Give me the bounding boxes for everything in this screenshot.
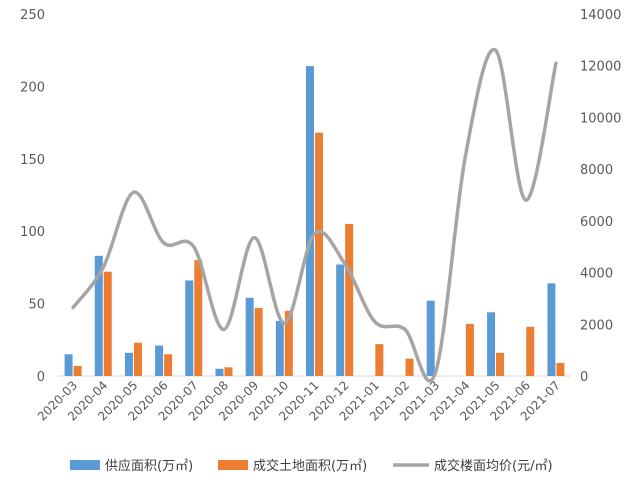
right-tick-label: 10000: [580, 111, 621, 126]
line-avg-price: [71, 47, 558, 383]
left-tick-label: 150: [20, 153, 45, 168]
bar-supply: [547, 283, 556, 376]
bar-transaction: [73, 365, 82, 376]
left-tick-label: 100: [20, 225, 45, 240]
right-tick-label: 6000: [580, 215, 613, 230]
bar-transaction: [224, 367, 233, 376]
bar-transaction: [405, 358, 414, 376]
bar-transaction: [284, 310, 293, 376]
bar-supply: [94, 255, 103, 376]
bar-supply: [306, 66, 314, 377]
right-tick-label: 12000: [580, 60, 621, 75]
bars: [64, 66, 565, 377]
left-tick-label: 200: [20, 80, 45, 95]
bar-transaction: [345, 223, 354, 376]
bar-supply: [487, 312, 496, 376]
legend-label: 成交楼面均价(元/㎡): [434, 458, 553, 474]
bar-supply: [124, 352, 133, 376]
right-axis: 0 2000 4000 6000 8000 10000 12000 14000: [580, 8, 621, 385]
right-tick-label: 0: [580, 370, 588, 385]
legend-label: 成交土地面积(万㎡): [253, 458, 367, 474]
bar-transaction: [465, 323, 474, 376]
bar-supply: [155, 345, 164, 376]
legend-swatch: [70, 460, 100, 470]
bar-transaction: [103, 271, 112, 376]
bar-supply: [215, 368, 224, 376]
bar-supply: [336, 264, 345, 376]
bar-transaction: [375, 344, 384, 376]
bar-transaction: [496, 352, 505, 376]
bar-supply: [185, 280, 194, 376]
bar-supply: [426, 300, 435, 376]
left-tick-label: 250: [20, 8, 45, 23]
line-series: [71, 47, 558, 383]
legend-label: 供应面积(万㎡): [105, 458, 193, 474]
left-tick-label: 0: [37, 370, 45, 385]
right-tick-label: 4000: [580, 267, 613, 282]
bar-transaction: [315, 132, 323, 376]
x-axis: 2020-032020-042020-052020-062020-072020-…: [35, 378, 563, 423]
bar-supply: [64, 354, 73, 376]
bar-transaction: [133, 342, 142, 376]
bar-supply: [245, 297, 254, 376]
right-tick-label: 8000: [580, 163, 613, 178]
bar-transaction: [164, 354, 173, 376]
bar-supply: [275, 320, 284, 376]
legend: 供应面积(万㎡) 成交土地面积(万㎡) 成交楼面均价(元/㎡): [70, 458, 553, 474]
left-tick-label: 50: [28, 298, 45, 313]
right-tick-label: 2000: [580, 318, 613, 333]
bar-transaction: [526, 326, 535, 376]
bar-transaction: [254, 307, 263, 376]
legend-swatch: [218, 460, 248, 470]
bar-transaction: [194, 260, 203, 376]
left-axis: 0 50 100 150 200 250: [20, 8, 45, 385]
bar-transaction: [556, 362, 565, 376]
right-tick-label: 14000: [580, 8, 621, 23]
